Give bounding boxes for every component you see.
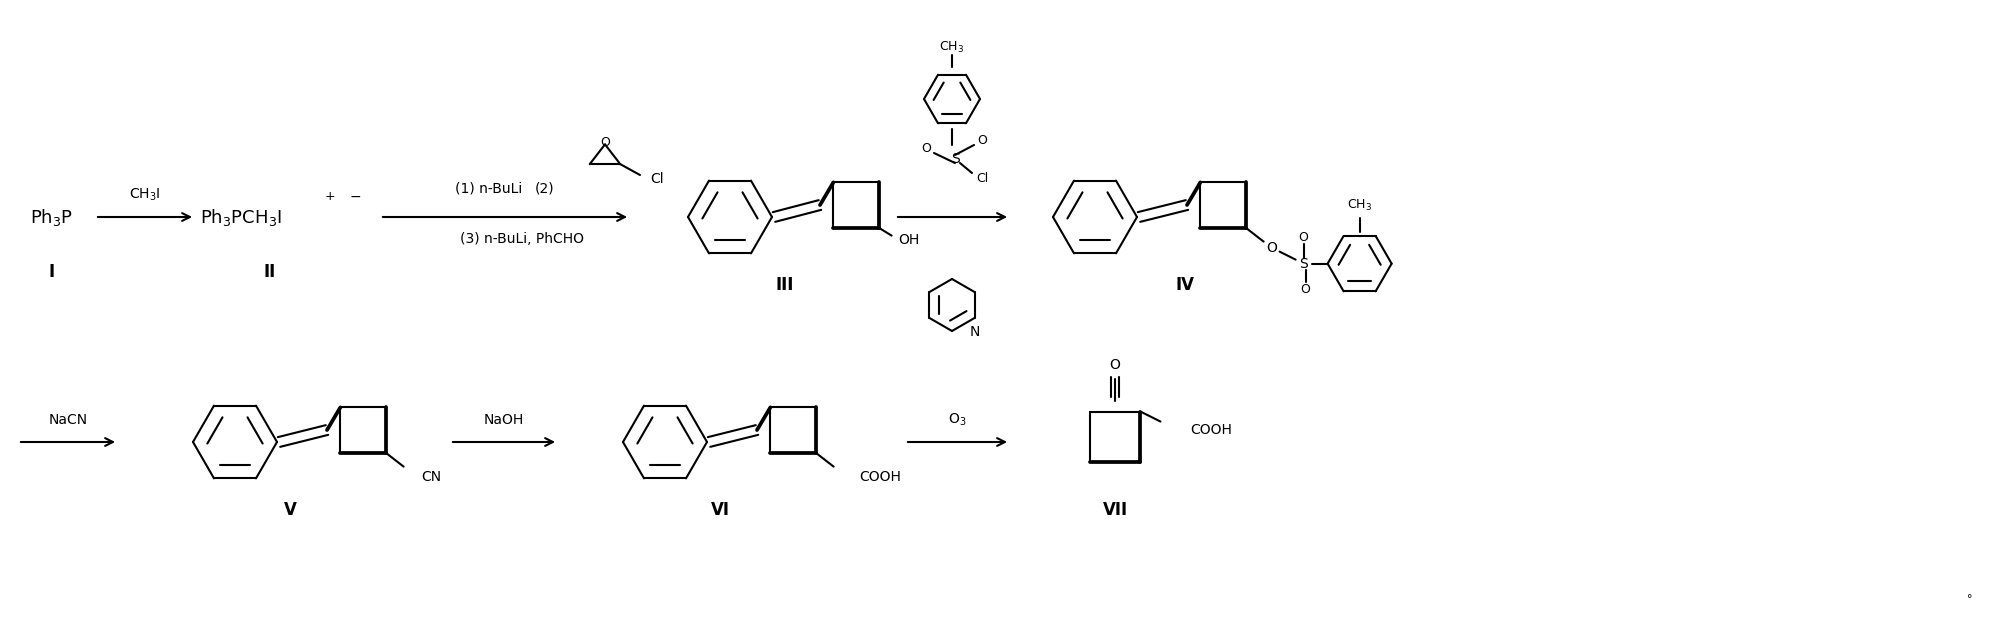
Text: −: − — [349, 190, 361, 204]
Text: IV: IV — [1175, 276, 1195, 294]
Text: I: I — [50, 263, 56, 281]
Text: (1) n-BuLi: (1) n-BuLi — [454, 182, 522, 196]
Text: O: O — [920, 143, 930, 155]
Text: OH: OH — [898, 233, 918, 247]
Text: COOH: COOH — [861, 470, 902, 484]
Text: +: + — [325, 191, 335, 204]
Text: S: S — [1299, 257, 1309, 271]
Text: VI: VI — [711, 501, 729, 519]
Text: O: O — [1267, 241, 1277, 255]
Text: CH$_3$I: CH$_3$I — [129, 187, 161, 203]
Text: O: O — [1301, 283, 1311, 296]
Text: O$_3$: O$_3$ — [948, 412, 966, 428]
Text: Ph$_3$PCH$_3$I: Ph$_3$PCH$_3$I — [199, 207, 283, 228]
Text: O: O — [600, 136, 610, 149]
Text: (2): (2) — [536, 182, 556, 196]
Text: °: ° — [1968, 594, 1972, 604]
Text: (3) n-BuLi, PhCHO: (3) n-BuLi, PhCHO — [460, 232, 584, 246]
Text: O: O — [1299, 231, 1309, 244]
Text: Cl: Cl — [976, 173, 988, 186]
Text: O: O — [1110, 358, 1120, 372]
Text: COOH: COOH — [1191, 423, 1233, 437]
Text: N: N — [970, 325, 980, 339]
Text: II: II — [263, 263, 277, 281]
Text: Cl: Cl — [649, 172, 663, 186]
Text: III: III — [775, 276, 795, 294]
Text: NaCN: NaCN — [48, 413, 88, 427]
Text: O: O — [976, 135, 986, 147]
Text: S: S — [950, 152, 960, 166]
Text: Ph$_3$P: Ph$_3$P — [30, 207, 74, 228]
Text: CH$_3$: CH$_3$ — [940, 39, 964, 54]
Text: CH$_3$: CH$_3$ — [1347, 198, 1372, 213]
Text: CN: CN — [422, 470, 442, 484]
Text: VII: VII — [1102, 501, 1127, 519]
Text: NaOH: NaOH — [484, 413, 524, 427]
Text: V: V — [283, 501, 297, 519]
